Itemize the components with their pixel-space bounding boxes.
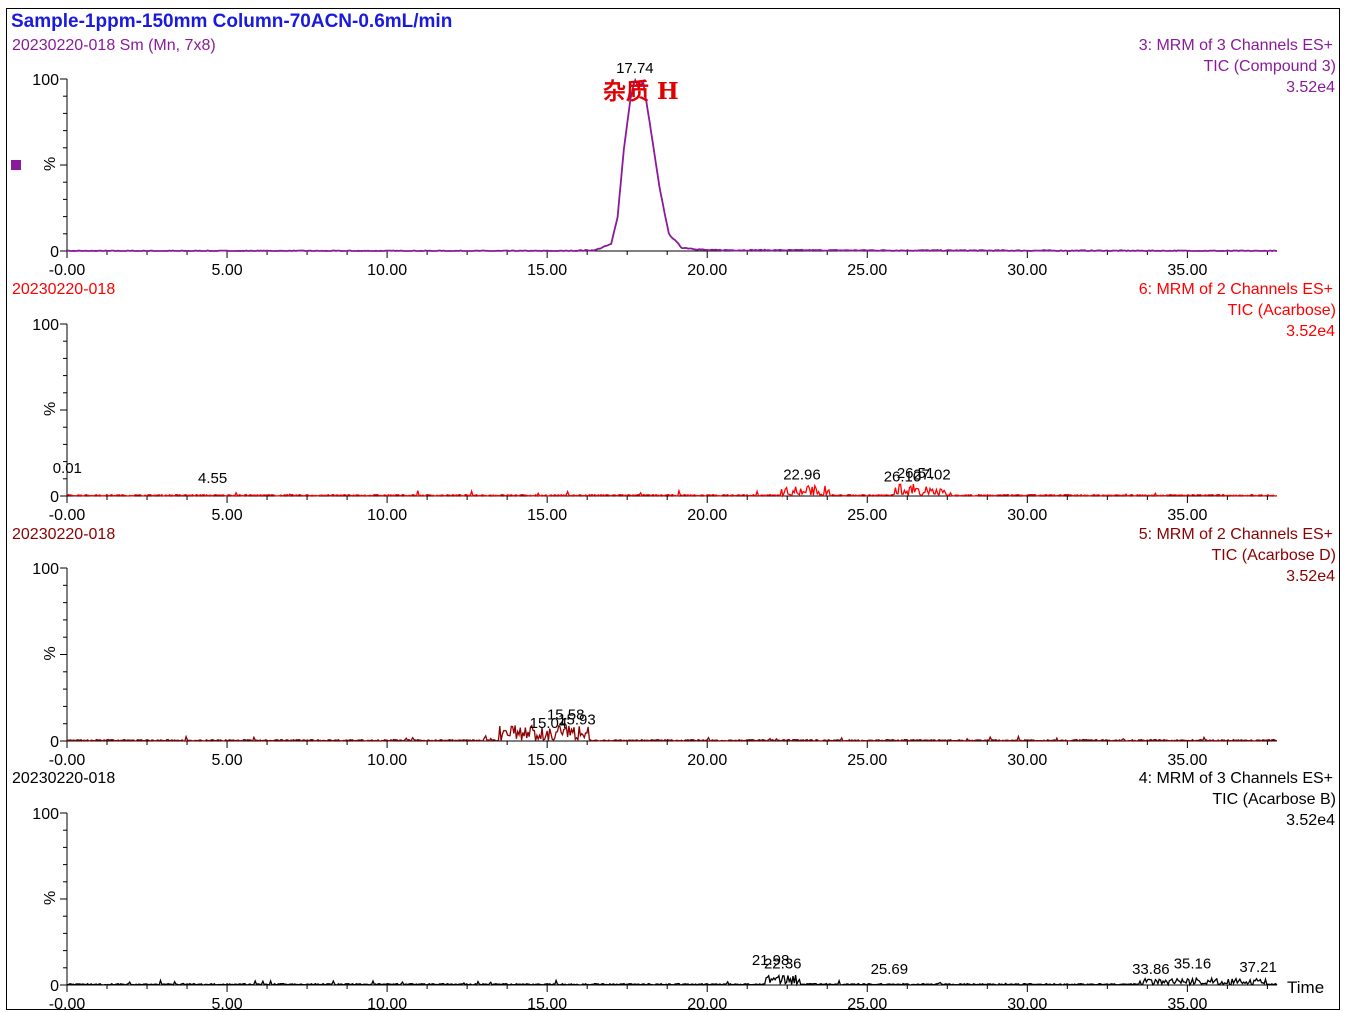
x-tick-label: 15.00 [527, 507, 567, 524]
peak-label: 17.74 [616, 60, 654, 77]
trace-line [66, 483, 1278, 498]
x-tick-label: 30.00 [1007, 507, 1047, 524]
y-tick-label: 0 [50, 734, 59, 751]
intensity-label: 3.52e4 [1286, 79, 1335, 96]
x-tick-label: 25.00 [847, 262, 887, 279]
x-tick-label: 20.00 [687, 752, 727, 769]
y-tick-label: 100 [32, 72, 59, 89]
x-tick-label: 25.00 [847, 507, 887, 524]
x-tick-label: 5.00 [211, 262, 242, 279]
chart-title: Sample-1ppm-150mm Column-70ACN-0.6mL/min [11, 11, 453, 32]
x-tick-label: -0.00 [49, 262, 86, 279]
x-tick-label: 30.00 [1007, 996, 1047, 1012]
sample-label: 20230220-018 [12, 526, 115, 543]
trace-label: TIC (Acarbose B) [1212, 791, 1336, 808]
peak-label: 4.55 [198, 470, 227, 487]
y-axis-unit: % [42, 402, 59, 416]
peak-label: 26.10 [884, 468, 922, 485]
x-tick-label: 30.00 [1007, 752, 1047, 769]
y-tick-label: 0 [50, 244, 59, 261]
x-tick-label: 35.00 [1167, 507, 1207, 524]
y-tick-label: 0 [50, 489, 59, 506]
channel-label: 4: MRM of 3 Channels ES+ [1139, 770, 1333, 787]
x-tick-label: 10.00 [367, 752, 407, 769]
peak-label: 21.98 [752, 952, 790, 969]
peak-label: 0.01 [53, 460, 82, 477]
trace-label: TIC (Acarbose) [1228, 302, 1336, 319]
peak-label: 35.16 [1174, 956, 1212, 973]
chart-frame [6, 8, 1340, 1010]
x-tick-label: 10.00 [367, 262, 407, 279]
y-axis-unit: % [42, 646, 59, 660]
trace-label: TIC (Acarbose D) [1212, 547, 1336, 564]
x-tick-label: 15.00 [527, 996, 567, 1012]
peak-label: 22.36 [764, 956, 802, 973]
y-tick-label: 100 [32, 317, 59, 334]
peak-label: 15.04 [530, 715, 568, 732]
intensity-label: 3.52e4 [1286, 323, 1335, 340]
trace-line [66, 974, 1278, 987]
peak-label: 22.96 [783, 467, 821, 484]
x-tick-label: 10.00 [367, 996, 407, 1012]
panel-marker-icon [11, 160, 21, 170]
y-tick-label: 0 [50, 978, 59, 995]
intensity-label: 3.52e4 [1286, 812, 1335, 829]
peak-label: 15.58 [547, 706, 585, 723]
x-tick-label: -0.00 [49, 507, 86, 524]
peak-label: 37.21 [1239, 959, 1277, 976]
x-tick-label: 20.00 [687, 996, 727, 1012]
trace-line [66, 77, 1278, 252]
peak-label: 33.86 [1132, 961, 1170, 978]
trace-label: TIC (Compound 3) [1204, 58, 1337, 75]
y-axis-unit: % [42, 891, 59, 905]
peak-label: 25.69 [871, 961, 909, 978]
x-tick-label: 20.00 [687, 262, 727, 279]
y-axis-unit: % [42, 157, 59, 171]
channel-label: 3: MRM of 3 Channels ES+ [1139, 37, 1333, 54]
x-tick-label: 20.00 [687, 507, 727, 524]
peak-label: 15.93 [558, 712, 596, 729]
x-tick-label: 25.00 [847, 996, 887, 1012]
x-tick-label: 10.00 [367, 507, 407, 524]
x-tick-label: 35.00 [1167, 262, 1207, 279]
peak-label: 26.51 [897, 465, 935, 482]
sample-label: 20230220-018 [12, 770, 115, 787]
x-tick-label: 15.00 [527, 752, 567, 769]
x-tick-label: 5.00 [211, 996, 242, 1012]
x-axis-title: Time [1287, 978, 1324, 997]
x-tick-label: 15.00 [527, 262, 567, 279]
peak-label: 27.02 [913, 467, 951, 484]
trace-line [66, 724, 1278, 743]
x-tick-label: -0.00 [49, 996, 86, 1012]
y-tick-label: 100 [32, 806, 59, 823]
intensity-label: 3.52e4 [1286, 568, 1335, 585]
channel-label: 5: MRM of 2 Channels ES+ [1139, 526, 1333, 543]
x-tick-label: 30.00 [1007, 262, 1047, 279]
x-tick-label: 5.00 [211, 752, 242, 769]
sample-label: 20230220-018 Sm (Mn, 7x8) [12, 37, 216, 54]
x-tick-label: 35.00 [1167, 996, 1207, 1012]
impurity-annotation: 杂质 H [603, 78, 679, 105]
channel-label: 6: MRM of 2 Channels ES+ [1139, 281, 1333, 298]
x-tick-label: 35.00 [1167, 752, 1207, 769]
sample-label: 20230220-018 [12, 281, 115, 298]
x-tick-label: -0.00 [49, 752, 86, 769]
x-tick-label: 25.00 [847, 752, 887, 769]
x-tick-label: 5.00 [211, 507, 242, 524]
y-tick-label: 100 [32, 561, 59, 578]
